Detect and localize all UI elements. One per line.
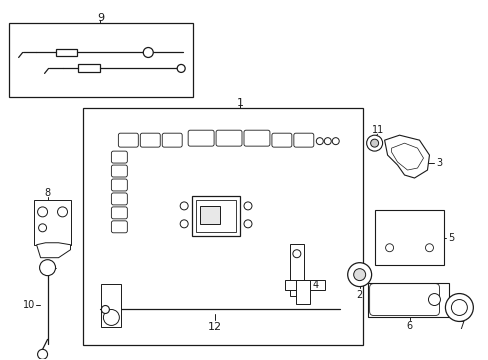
Circle shape bbox=[244, 202, 251, 210]
Text: 11: 11 bbox=[371, 125, 383, 135]
Circle shape bbox=[366, 135, 382, 151]
Circle shape bbox=[370, 139, 378, 147]
Text: 10: 10 bbox=[22, 300, 35, 310]
Text: 3: 3 bbox=[435, 158, 442, 168]
Text: 6: 6 bbox=[406, 321, 412, 332]
Circle shape bbox=[353, 269, 365, 280]
Circle shape bbox=[331, 138, 339, 145]
Circle shape bbox=[316, 138, 323, 145]
Circle shape bbox=[385, 244, 393, 252]
FancyBboxPatch shape bbox=[271, 133, 291, 147]
Text: 4: 4 bbox=[312, 280, 318, 289]
FancyBboxPatch shape bbox=[111, 207, 127, 219]
Text: 8: 8 bbox=[44, 188, 51, 198]
FancyBboxPatch shape bbox=[111, 179, 127, 191]
Circle shape bbox=[39, 224, 46, 232]
FancyBboxPatch shape bbox=[111, 165, 127, 177]
Text: 2: 2 bbox=[356, 289, 362, 300]
Circle shape bbox=[324, 138, 330, 145]
Bar bbox=[367, 283, 448, 318]
Bar bbox=[200, 206, 220, 224]
FancyBboxPatch shape bbox=[244, 130, 269, 146]
Bar bbox=[289, 244, 303, 296]
Bar bbox=[101, 284, 121, 328]
Text: 12: 12 bbox=[207, 323, 222, 332]
Circle shape bbox=[38, 349, 47, 359]
Circle shape bbox=[425, 244, 432, 252]
Circle shape bbox=[450, 300, 467, 315]
Bar bbox=[374, 210, 444, 265]
Circle shape bbox=[347, 263, 371, 287]
Circle shape bbox=[38, 207, 47, 217]
Bar bbox=[78, 64, 100, 72]
Circle shape bbox=[180, 202, 188, 210]
FancyBboxPatch shape bbox=[111, 193, 127, 205]
Circle shape bbox=[58, 207, 67, 217]
FancyBboxPatch shape bbox=[118, 133, 138, 147]
Circle shape bbox=[180, 220, 188, 228]
FancyBboxPatch shape bbox=[111, 151, 127, 163]
Circle shape bbox=[244, 220, 251, 228]
Text: 9: 9 bbox=[97, 13, 104, 23]
Circle shape bbox=[445, 293, 472, 321]
Bar bbox=[34, 200, 71, 245]
Text: 1: 1 bbox=[236, 98, 243, 108]
Bar bbox=[196, 200, 236, 232]
Polygon shape bbox=[106, 128, 344, 325]
FancyBboxPatch shape bbox=[188, 130, 214, 146]
Bar bbox=[56, 49, 77, 57]
FancyBboxPatch shape bbox=[162, 133, 182, 147]
Circle shape bbox=[40, 260, 56, 276]
Text: 5: 5 bbox=[447, 233, 454, 243]
Circle shape bbox=[292, 282, 300, 289]
Text: 7: 7 bbox=[457, 321, 464, 332]
FancyBboxPatch shape bbox=[140, 133, 160, 147]
Polygon shape bbox=[37, 243, 70, 258]
Bar bbox=[295, 280, 309, 303]
Circle shape bbox=[427, 293, 440, 306]
Bar bbox=[285, 280, 324, 289]
Bar bbox=[83, 108, 362, 345]
FancyBboxPatch shape bbox=[111, 221, 127, 233]
Circle shape bbox=[103, 310, 119, 325]
Bar bbox=[192, 196, 240, 236]
Polygon shape bbox=[384, 135, 428, 178]
Circle shape bbox=[177, 64, 185, 72]
Bar bbox=[9, 23, 193, 97]
FancyBboxPatch shape bbox=[216, 130, 242, 146]
Circle shape bbox=[101, 306, 109, 314]
Circle shape bbox=[292, 250, 300, 258]
FancyBboxPatch shape bbox=[293, 133, 313, 147]
Circle shape bbox=[143, 48, 153, 58]
